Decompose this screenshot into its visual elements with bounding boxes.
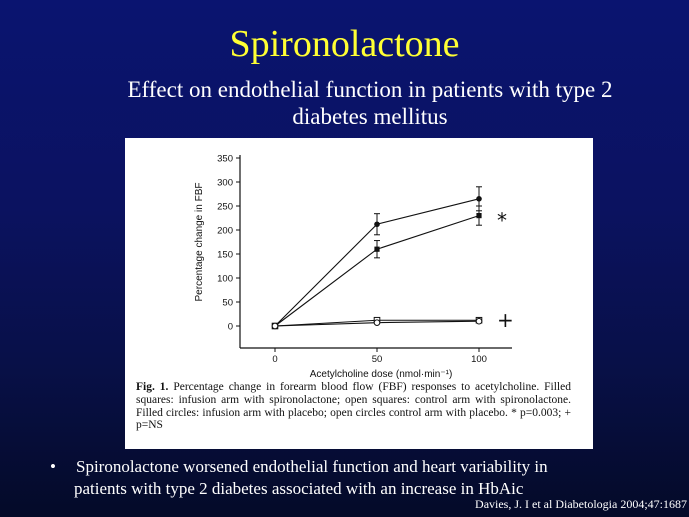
y-axis-label: Percentage change in FBF — [194, 183, 205, 302]
caption-text: Percentage change in forearm blood flow … — [136, 381, 571, 432]
y-tick-label: 100 — [217, 274, 233, 285]
y-tick-label: 200 — [217, 226, 233, 237]
bullet-line-1: Spironolactone worsened endothelial func… — [76, 457, 548, 476]
data-point — [476, 196, 482, 202]
slide-title: Spironolactone — [229, 23, 460, 65]
data-point — [476, 213, 482, 219]
slide-subtitle: Effect on endothelial function in patien… — [70, 76, 670, 130]
bullet-icon: • — [50, 457, 56, 476]
data-point — [373, 319, 381, 326]
y-tick-label: 250 — [217, 202, 233, 213]
x-tick-label: 0 — [272, 354, 277, 365]
significance-marker: + — [497, 308, 514, 332]
data-point — [475, 317, 483, 325]
y-tick-label: 300 — [217, 178, 233, 189]
subtitle-line-2: diabetes mellitus — [292, 104, 448, 129]
citation: Davies, J. I et al Diabetologia 2004;47:… — [475, 497, 687, 511]
y-tick-label: 0 — [228, 322, 233, 333]
figure-panel: 0 50 100 150 200 250 300 350 0 50 100 Acetylcholine… — [125, 138, 593, 449]
y-tick-label: 350 — [217, 154, 233, 165]
data-point — [374, 246, 380, 252]
subtitle-line-1: Effect on endothelial function in patien… — [127, 77, 613, 102]
data-point — [374, 221, 380, 228]
y-tick-label: 150 — [217, 250, 233, 261]
caption-label: Fig. 1. — [136, 381, 169, 393]
x-tick-label: 50 — [372, 354, 383, 365]
x-tick-label: 100 — [471, 354, 487, 365]
bullet-point: • Spironolactone worsened endothelial fun… — [50, 456, 670, 500]
figure-caption: Fig. 1. Percentage change in forearm blo… — [136, 381, 571, 432]
line-chart: 0 50 100 150 200 250 300 350 0 50 100 Acetylcholine… — [194, 154, 514, 381]
data-point — [271, 322, 279, 330]
bullet-line-2: patients with type 2 diabetes associated… — [74, 479, 524, 498]
y-tick-label: 50 — [222, 298, 233, 309]
x-axis-label: Acetylcholine dose (nmol·min⁻¹) — [310, 369, 453, 380]
significance-marker: * — [497, 209, 507, 233]
